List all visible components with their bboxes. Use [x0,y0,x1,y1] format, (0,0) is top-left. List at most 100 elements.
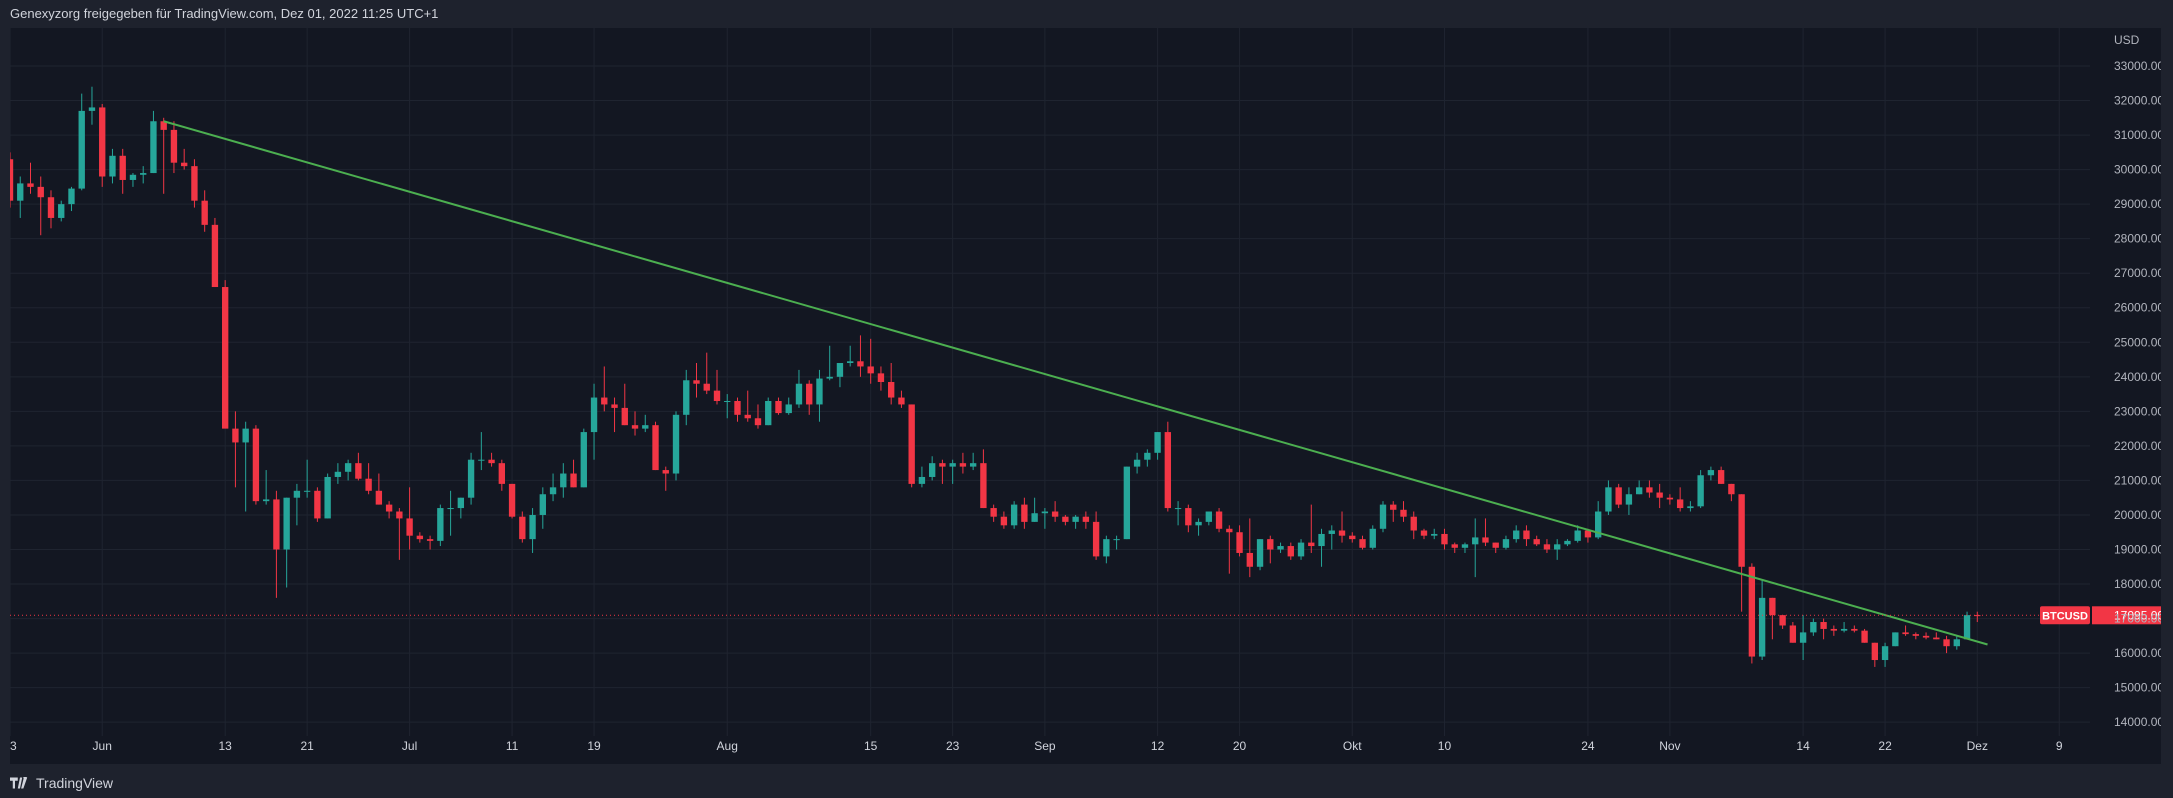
candle [273,490,280,598]
candle-body [1554,544,1561,550]
candle [478,432,485,471]
candle-body [1441,533,1448,545]
candle [1185,504,1192,533]
candle [170,121,178,174]
candle [58,200,65,222]
candle-body [457,497,465,509]
candle [529,508,536,553]
y-tick-label: 29000.00 [2114,197,2161,211]
candle [1226,525,1233,574]
candle-body [1195,521,1202,526]
candle [1031,497,1038,522]
candle-body [78,110,85,189]
candle-body [672,414,680,474]
candle [1728,483,1735,502]
candle [1451,542,1458,553]
candle-body [713,390,721,401]
candle-body [498,463,505,484]
candle [601,366,608,412]
tradingview-logo[interactable]: TradingView [10,775,113,791]
candle [549,473,557,502]
y-tick-label: 21000.00 [2114,473,2161,487]
y-tick-label: 25000.00 [2114,335,2161,349]
x-tick-label: 11 [506,739,519,753]
candle-body [1963,615,1971,640]
candle-body [1758,597,1766,657]
candle-body [467,459,475,498]
candle [1933,632,1940,640]
candle-body [1287,546,1294,557]
candle-body [1328,530,1335,534]
candle [519,511,526,543]
candle [314,487,321,522]
candle-body [119,155,126,180]
candle-body [908,404,915,484]
candle-body [273,499,280,550]
candle-body [1851,628,1858,631]
candle-body [1205,511,1212,522]
candle [1195,518,1202,536]
candle-body [836,363,844,377]
candle [847,345,854,367]
x-tick-label: 20 [1233,739,1247,753]
candle-body [303,490,311,492]
candle-body [1338,530,1346,536]
candle [232,411,239,488]
candle [396,508,403,560]
candle [1431,528,1438,540]
candle-body [1092,521,1100,557]
candle-body [529,514,536,540]
footer: TradingView [0,768,2173,798]
candle [1902,625,1909,636]
candle [1359,535,1366,550]
candle-body [888,382,895,398]
candle [1420,528,1428,540]
candle-body [1062,516,1069,522]
candle-body [867,366,874,374]
candle-body [58,204,65,218]
candle [1287,542,1294,560]
candle [949,459,956,484]
candle [437,504,444,547]
y-tick-label: 32000.00 [2114,94,2161,108]
candle [1256,539,1264,571]
candle [795,369,803,408]
candle [406,487,413,550]
candle-body [795,383,803,405]
x-tick-label: 13 [218,739,232,753]
candle-body [765,400,772,426]
candle-body [1318,533,1325,547]
candle-body [1871,642,1879,661]
candle-body [129,174,137,180]
candle [1390,501,1397,522]
candle [129,173,137,187]
candle [1297,539,1305,560]
candle-body [980,463,987,509]
candle-body [1144,452,1151,460]
candle-body [1656,492,1663,498]
trend-layer [163,120,1988,646]
candle [928,456,936,481]
candlestick-chart[interactable]: BTCUSD 17095.00 14000.0015000.0016000.001… [10,28,2161,764]
y-tick-label: 33000.00 [2114,59,2161,73]
candle-body [928,463,936,477]
candle [1820,618,1827,640]
candle [816,369,823,422]
candle-body [1031,513,1038,522]
candle-body [1236,532,1243,553]
candle [375,473,383,505]
candle-body [918,476,926,484]
candle-body [1523,530,1530,540]
candle [590,383,598,460]
chart-area[interactable]: BTCUSD 17095.00 14000.00 15000.00 16000.00 1… [10,28,2161,764]
candle-body [969,463,977,467]
candle-body [283,497,290,550]
candle-body [662,470,669,474]
candle [1123,466,1131,540]
candle [826,345,833,381]
x-tick-label: 22 [1878,739,1892,753]
candle-body [611,404,618,408]
x-tick-label: Jul [402,739,417,753]
candle [262,470,270,505]
candle-body [539,494,546,515]
